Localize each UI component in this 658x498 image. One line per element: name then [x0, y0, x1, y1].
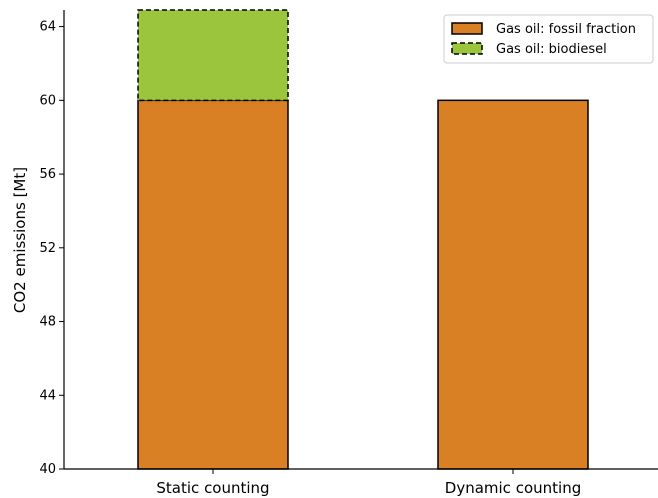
- bar-fossil-dynamic: [437, 99, 589, 470]
- x-ticks-group: Static counting Dynamic counting: [156, 469, 581, 497]
- y-tick-label: 44: [39, 388, 56, 403]
- y-tick-label: 60: [39, 93, 56, 108]
- legend-swatch-fossil: [451, 22, 483, 35]
- y-tick-label: 48: [39, 315, 56, 330]
- y-tick-label: 52: [39, 241, 56, 256]
- y-tick-label: 40: [39, 462, 56, 477]
- y-tick-label: 64: [39, 20, 56, 35]
- axes-group: [63, 10, 658, 470]
- bar-biodiesel-static: [137, 9, 289, 102]
- legend-label-biodiesel: Gas oil: biodiesel: [496, 42, 607, 57]
- legend-box: [443, 14, 654, 64]
- legend-label-fossil: Gas oil: fossil fraction: [496, 22, 636, 37]
- y-axis-title: CO2 emissions [Mt]: [11, 167, 29, 313]
- bars-group: [137, 9, 589, 470]
- legend-swatch-biodiesel: [451, 42, 483, 55]
- bar-fossil-static: [137, 99, 289, 470]
- legend: Gas oil: fossil fraction Gas oil: biodie…: [443, 14, 654, 64]
- y-tick-label: 56: [39, 167, 56, 182]
- x-tick-label: Dynamic counting: [445, 479, 581, 497]
- y-ticks-group: 40 44 48 52 56 60 64: [39, 20, 64, 477]
- x-tick-label: Static counting: [156, 479, 269, 497]
